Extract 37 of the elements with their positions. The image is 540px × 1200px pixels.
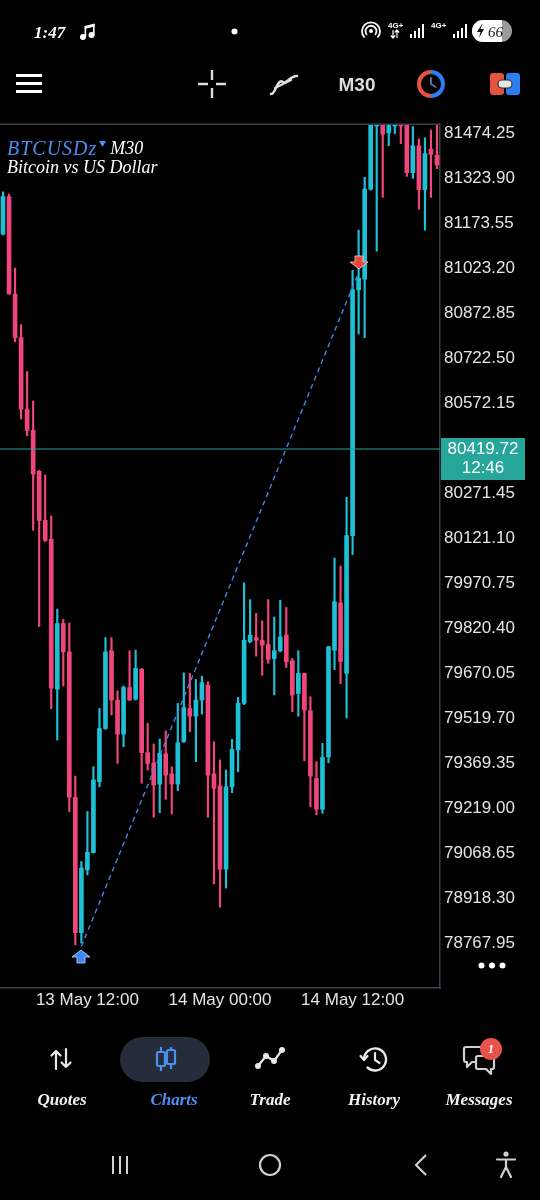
y-tick-label: 80722.50 xyxy=(444,348,515,368)
annotation: M30 xyxy=(110,138,144,159)
text: Quotes xyxy=(37,1090,87,1110)
ref-line-label: 80419.72 xyxy=(447,438,519,458)
text: 1:47 xyxy=(34,23,66,43)
y-tick-label: 79970.75 xyxy=(444,572,515,592)
text: Charts xyxy=(150,1090,198,1110)
text: 66 xyxy=(488,24,503,41)
y-tick-label: 78918.30 xyxy=(444,887,515,907)
y-tick-label: 81173.55 xyxy=(444,213,514,233)
text: M30 xyxy=(338,74,376,96)
text: Bitcoin vs US Dollar xyxy=(7,157,158,177)
x-tick-label: 14 May 00:00 xyxy=(168,989,272,1009)
text: 4G+ xyxy=(388,21,404,30)
y-tick-label: 81323.90 xyxy=(444,168,515,188)
x-tick-label: 13 May 12:00 xyxy=(35,989,139,1009)
text: 12:46 xyxy=(461,457,505,477)
y-tick-label: 80271.45 xyxy=(444,483,515,503)
y-tick-label: 79670.05 xyxy=(444,662,515,682)
badge: 1 xyxy=(480,1038,502,1060)
y-tick-label: 79369.35 xyxy=(444,752,515,772)
text: 4G+ xyxy=(431,21,447,30)
y-tick-label: 79068.65 xyxy=(444,842,515,862)
y-tick-label: 80121.10 xyxy=(444,527,515,547)
y-tick-label: 78767.95 xyxy=(444,932,515,952)
y-tick-label: 81474.25 xyxy=(444,123,515,143)
text: BTCUSDz xyxy=(7,137,98,160)
text: Trade xyxy=(249,1090,291,1110)
y-tick-label: 79519.70 xyxy=(444,707,515,727)
x-tick-label: 14 May 12:00 xyxy=(301,989,405,1009)
y-tick-label: 80572.15 xyxy=(444,393,515,413)
y-tick-label: 79820.40 xyxy=(444,617,515,637)
y-tick-label: 79219.00 xyxy=(444,797,515,817)
text: Messages xyxy=(445,1090,513,1110)
y-tick-label: 80872.85 xyxy=(444,303,515,323)
text: History xyxy=(348,1090,400,1110)
y-tick-label: 81023.20 xyxy=(444,258,515,278)
